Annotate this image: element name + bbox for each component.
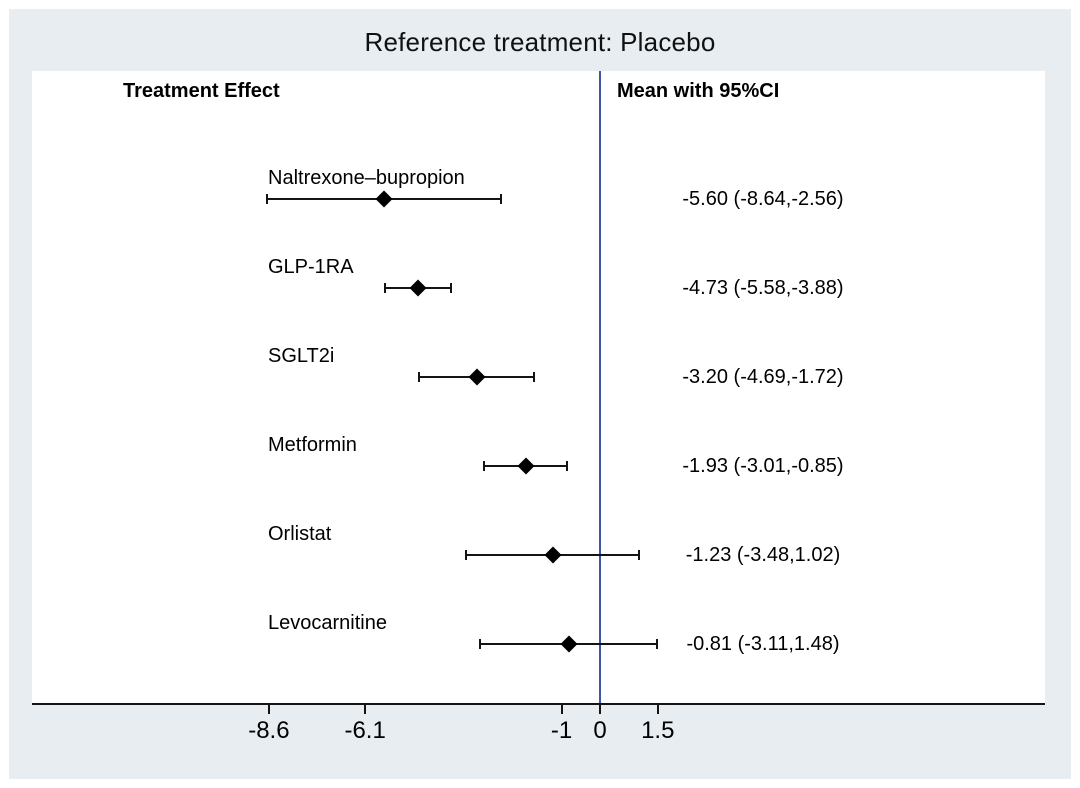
figure-title: Reference treatment: Placebo xyxy=(364,27,716,57)
estimate-text: -1.23 (-3.48,1.02) xyxy=(685,544,841,566)
estimate-text: -1.93 (-3.01,-0.85) xyxy=(682,455,844,477)
axis-tick xyxy=(599,705,601,714)
axis-tick xyxy=(364,705,367,714)
ci-cap-low xyxy=(418,372,421,382)
estimate-text: -3.20 (-4.69,-1.72) xyxy=(682,366,844,388)
estimate-text: -5.60 (-8.64,-2.56) xyxy=(682,188,844,210)
ci-cap-low xyxy=(266,194,269,204)
axis-tick-label: 0 xyxy=(593,717,607,744)
x-axis-line xyxy=(32,703,1045,705)
axis-tick xyxy=(560,705,563,714)
ci-cap-high xyxy=(532,372,535,382)
reference-line xyxy=(599,71,601,703)
treatment-label: GLP-1RA xyxy=(268,256,354,278)
ci-cap-low xyxy=(483,461,486,471)
ci-cap-low xyxy=(384,283,387,293)
treatment-label: Levocarnitine xyxy=(268,612,387,634)
axis-tick xyxy=(267,705,270,714)
treatment-label: Metformin xyxy=(268,434,357,456)
ci-cap-high xyxy=(655,639,658,649)
column-header-treatment-effect: Treatment Effect xyxy=(123,80,280,102)
treatment-label: Orlistat xyxy=(268,523,332,545)
ci-cap-high xyxy=(500,194,503,204)
ci-cap-low xyxy=(465,550,468,560)
axis-tick-label: -8.6 xyxy=(248,717,290,744)
axis-tick-label: -1 xyxy=(550,717,573,744)
plot-area xyxy=(32,71,1045,703)
ci-cap-low xyxy=(479,639,482,649)
treatment-label: Naltrexone–bupropion xyxy=(268,167,465,189)
ci-cap-high xyxy=(449,283,452,293)
column-header-mean-ci: Mean with 95%CI xyxy=(617,80,780,102)
ci-cap-high xyxy=(638,550,641,560)
estimate-text: -0.81 (-3.11,1.48) xyxy=(686,633,840,655)
treatment-label: SGLT2i xyxy=(268,345,335,367)
axis-tick-label: -6.1 xyxy=(344,717,386,744)
axis-tick xyxy=(656,705,659,714)
axis-tick-label: 1.5 xyxy=(641,717,675,744)
estimate-text: -4.73 (-5.58,-3.88) xyxy=(682,277,844,299)
ci-cap-high xyxy=(566,461,569,471)
